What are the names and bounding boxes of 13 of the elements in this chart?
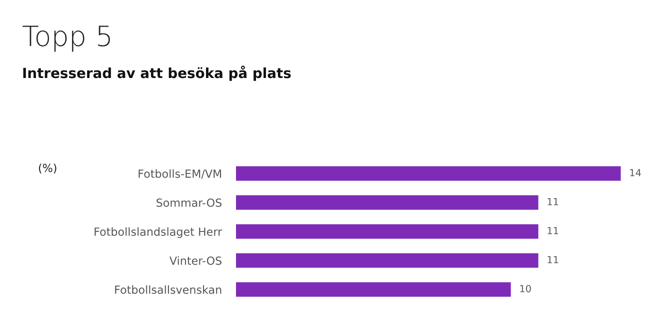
y-tick-label: Fotbolls-EM/VM bbox=[138, 169, 222, 179]
data-label: 11 bbox=[548, 227, 558, 234]
y-tick-label: Sommar-OS bbox=[156, 198, 222, 207]
chart-subtitle: Intresserad av att besöka på plats bbox=[23, 66, 291, 81]
text: (%) bbox=[38, 164, 56, 174]
data-label: 10 bbox=[520, 284, 531, 292]
data-label: 14 bbox=[630, 169, 641, 176]
data-label: 11 bbox=[548, 198, 558, 206]
y-tick-label: Vinter-OS bbox=[170, 256, 222, 265]
y-tick-label: Fotbollslandslaget Herr bbox=[94, 227, 222, 238]
data-label: 11 bbox=[548, 256, 558, 264]
y-tick-label: Fotbollsallsvenskan bbox=[115, 285, 222, 294]
chart-title: Topp 5 bbox=[22, 26, 110, 52]
